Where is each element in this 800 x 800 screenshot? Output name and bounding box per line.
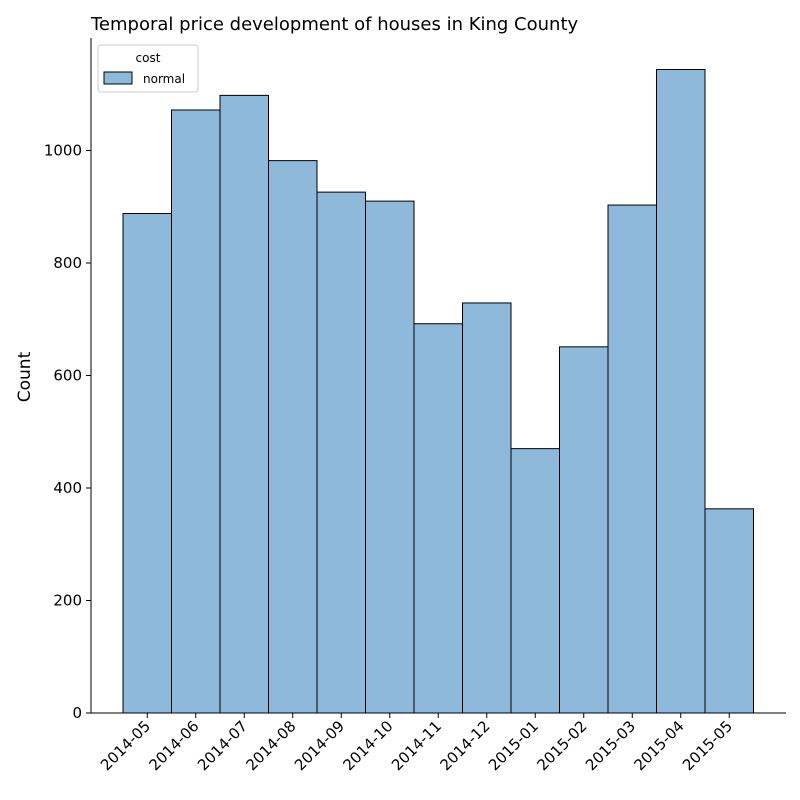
legend-title: cost: [136, 51, 161, 65]
legend: cost normal: [97, 44, 199, 93]
bar-2015-01: [510, 448, 560, 714]
x-tick-label: 2015-01: [485, 717, 542, 774]
bar-2014-07: [219, 94, 269, 714]
bar-2014-06: [171, 109, 221, 714]
y-tick-label: 600: [53, 367, 82, 385]
bar-2015-05: [704, 508, 754, 714]
y-tick-label: 800: [53, 254, 82, 272]
x-tick-label: 2015-04: [631, 717, 688, 774]
bar-2014-11: [413, 323, 463, 714]
legend-label-normal: normal: [143, 72, 185, 86]
x-tick-label: 2015-02: [534, 717, 591, 774]
x-tick-label: 2014-10: [340, 717, 397, 774]
bar-2014-08: [268, 160, 318, 714]
x-tick-label: 2014-11: [388, 717, 445, 774]
x-tick-label: 2014-07: [194, 717, 251, 774]
y-tick-label: 1000: [44, 142, 82, 160]
bar-2014-12: [462, 302, 512, 714]
x-tick-label: 2014-06: [146, 717, 203, 774]
x-tick-label: 2015-03: [582, 717, 639, 774]
bar-2015-02: [559, 346, 609, 714]
y-tick-label: 400: [53, 479, 82, 497]
bar-2014-10: [365, 200, 415, 714]
bars-group: [122, 69, 754, 714]
y-tick-label: 200: [53, 592, 82, 610]
x-tick-label: 2014-05: [97, 717, 154, 774]
x-tick-label: 2015-05: [679, 717, 736, 774]
legend-swatch-normal: [103, 71, 133, 85]
x-ticks-group: 2014-052014-062014-072014-082014-092014-…: [97, 713, 736, 774]
bar-2014-09: [316, 191, 366, 714]
y-tick-label: 0: [72, 704, 82, 722]
y-ticks-group: 0 200 400 600 800 1000: [44, 142, 91, 722]
x-tick-label: 2014-08: [243, 717, 300, 774]
x-tick-label: 2014-09: [291, 717, 348, 774]
chart-title: Temporal price development of houses in …: [90, 14, 579, 35]
y-axis-label: Count: [15, 351, 35, 402]
x-tick-label: 2014-12: [437, 717, 494, 774]
bar-2014-05: [122, 213, 172, 714]
bar-2015-04: [656, 69, 706, 714]
bar-2015-03: [607, 204, 657, 714]
